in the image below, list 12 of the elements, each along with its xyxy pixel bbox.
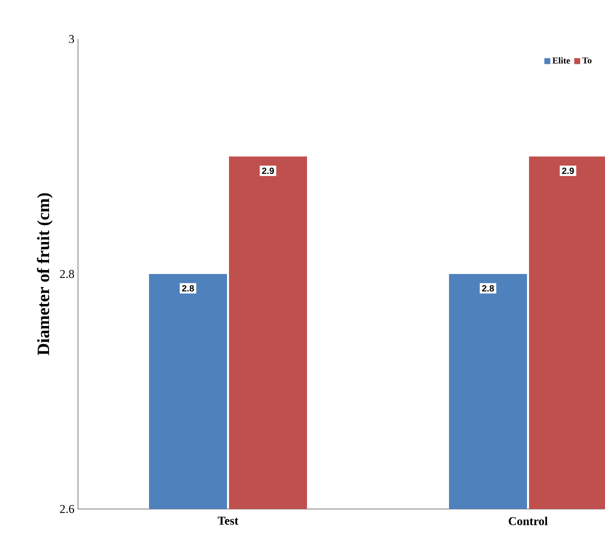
- y-tick-label: 3: [69, 34, 74, 44]
- x-tick-label: Control: [508, 516, 548, 526]
- x-tick-label: Test: [218, 516, 238, 525]
- data-label: 2.9: [262, 168, 274, 174]
- y-tick-label: 2.8: [60, 270, 74, 278]
- data-label: 2.8: [482, 285, 494, 292]
- y-tick-label: 2.6: [60, 504, 74, 514]
- data-label: 2.8: [182, 285, 194, 292]
- legend-label: To: [582, 57, 592, 64]
- data-label: 2.9: [562, 168, 574, 174]
- y-axis-title: Diameter of fruit (cm): [36, 193, 53, 356]
- legend-label: Elite: [552, 57, 570, 64]
